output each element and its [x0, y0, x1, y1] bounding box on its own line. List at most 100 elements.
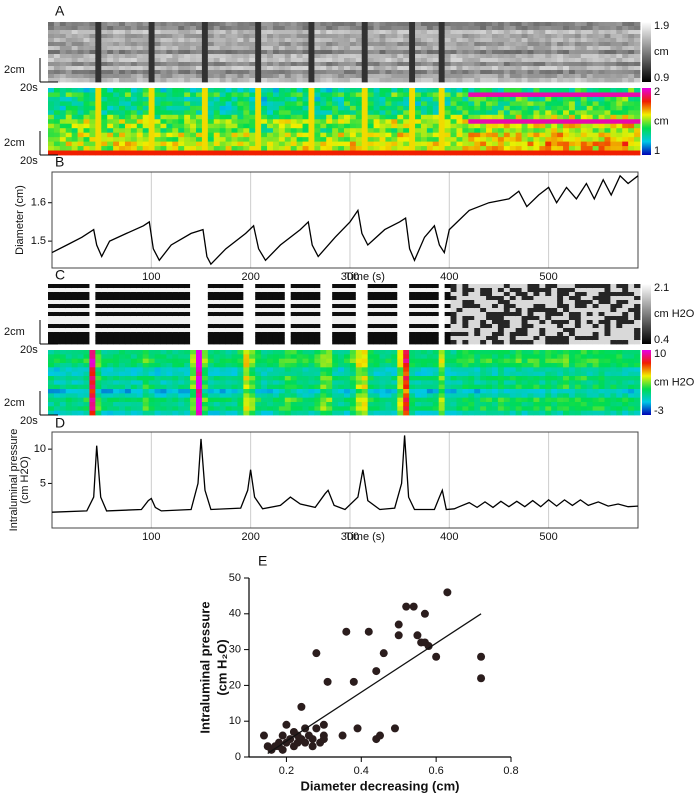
heatmap-cell — [320, 133, 326, 138]
heatmap-cell — [599, 106, 605, 111]
heatmap-cell — [380, 308, 386, 312]
heatmap-cell — [362, 30, 368, 34]
heatmap-cell — [48, 54, 54, 58]
heatmap-cell — [320, 74, 326, 78]
heatmap-cell — [95, 367, 101, 372]
heatmap-cell — [291, 106, 297, 111]
heatmap-cell — [492, 66, 498, 70]
heatmap-cell — [255, 316, 261, 320]
heatmap-cell — [190, 97, 196, 102]
heatmap-cell — [480, 340, 486, 344]
heatmap-cell — [456, 88, 462, 93]
heatmap-cell — [95, 406, 101, 411]
heatmap-cell — [285, 133, 291, 138]
heatmap-cell — [220, 42, 226, 46]
heatmap-cell — [356, 26, 362, 30]
heatmap-cell — [545, 328, 551, 332]
heatmap-cell — [66, 97, 72, 102]
heatmap-cell — [249, 42, 255, 46]
heatmap-cell — [172, 137, 178, 142]
heatmap-cell — [575, 312, 581, 316]
heatmap-cell — [125, 336, 131, 340]
heatmap-cell — [220, 54, 226, 58]
heatmap-cell — [338, 146, 344, 151]
heatmap-cell — [492, 92, 498, 97]
heatmap-cell — [350, 34, 356, 38]
heatmap-cell — [587, 115, 593, 120]
heatmap-cell — [237, 46, 243, 50]
heatmap-cell — [498, 66, 504, 70]
heatmap-cell — [178, 110, 184, 115]
heatmap-cell — [267, 30, 273, 34]
heatmap-cell — [409, 110, 415, 115]
heatmap-cell — [255, 26, 261, 30]
heatmap-cell — [137, 151, 143, 156]
heatmap-cell — [557, 316, 563, 320]
heatmap-cell — [137, 406, 143, 411]
heatmap-cell — [581, 316, 587, 320]
heatmap-cell — [297, 22, 303, 26]
heatmap-cell — [155, 70, 161, 74]
heatmap-cell — [255, 119, 261, 124]
heatmap-cell — [303, 74, 309, 78]
heatmap-cell — [178, 50, 184, 54]
heatmap-cell — [332, 58, 338, 62]
heatmap-cell — [249, 88, 255, 93]
heatmap-cell — [486, 137, 492, 142]
heatmap-cell — [462, 128, 468, 133]
heatmap-cell — [593, 119, 599, 124]
heatmap-cell — [533, 58, 539, 62]
heatmap-cell — [249, 304, 255, 308]
heatmap-cell — [84, 97, 90, 102]
heatmap-cell — [557, 34, 563, 38]
heatmap-cell — [338, 340, 344, 344]
heatmap-cell — [190, 30, 196, 34]
heatmap-cell — [451, 46, 457, 50]
heatmap-cell — [95, 115, 101, 120]
heatmap-cell — [243, 62, 249, 66]
heatmap-cell — [403, 304, 409, 308]
heatmap-cell — [237, 92, 243, 97]
heatmap-cell — [385, 74, 391, 78]
heatmap-cell — [208, 320, 214, 324]
heatmap-cell — [362, 312, 368, 316]
heatmap-cell — [320, 115, 326, 120]
heatmap-cell — [184, 74, 190, 78]
heatmap-cell — [593, 74, 599, 78]
heatmap-cell — [456, 128, 462, 133]
heatmap-cell — [107, 336, 113, 340]
heatmap-cell — [545, 284, 551, 288]
heatmap-cell — [125, 146, 131, 151]
heatmap-cell — [622, 292, 628, 296]
heatmap-cell — [308, 101, 314, 106]
heatmap-cell — [587, 22, 593, 26]
heatmap-cell — [190, 389, 196, 394]
heatmap-cell — [267, 50, 273, 54]
heatmap-cell — [60, 110, 66, 115]
heatmap-cell — [451, 62, 457, 66]
heatmap-cell — [107, 50, 113, 54]
heatmap-cell — [516, 74, 522, 78]
heatmap-cell — [119, 97, 125, 102]
heatmap-cell — [291, 324, 297, 328]
heatmap-cell — [101, 42, 107, 46]
heatmap-cell — [451, 146, 457, 151]
heatmap-cell — [616, 296, 622, 300]
heatmap-cell — [279, 30, 285, 34]
heatmap-cell — [391, 128, 397, 133]
heatmap-cell — [143, 411, 149, 416]
heatmap-cell — [72, 88, 78, 93]
heatmap-cell — [54, 128, 60, 133]
heatmap-cell — [569, 292, 575, 296]
heatmap-cell — [462, 106, 468, 111]
heatmap-cell — [95, 300, 101, 304]
heatmap-cell — [190, 406, 196, 411]
heatmap-cell — [587, 106, 593, 111]
heatmap-cell — [456, 304, 462, 308]
heatmap-cell — [208, 119, 214, 124]
heatmap-cell — [456, 328, 462, 332]
heatmap-cell — [492, 137, 498, 142]
heatmap-cell — [474, 324, 480, 328]
heatmap-cell — [415, 38, 421, 42]
heatmap-cell — [166, 284, 172, 288]
